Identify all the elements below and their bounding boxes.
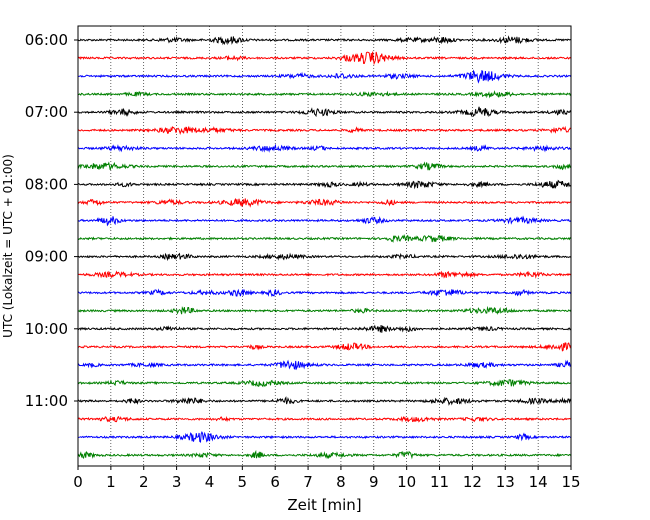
x-tick-label: 9 <box>369 473 379 491</box>
trace-1145 <box>77 449 572 460</box>
trace-1100 <box>77 396 572 406</box>
trace-1000 <box>77 324 572 333</box>
trace-0945 <box>77 305 572 315</box>
y-tick-label: 08:00 <box>25 175 68 193</box>
seismogram-traces <box>77 35 572 460</box>
x-tick-label: 3 <box>172 473 182 491</box>
x-tick-label: 6 <box>270 473 280 491</box>
x-tick-label: 8 <box>336 473 346 491</box>
trace-0845 <box>77 234 572 243</box>
trace-0645 <box>77 90 572 99</box>
x-tick-label: 10 <box>397 473 416 491</box>
trace-0815 <box>77 197 572 208</box>
trace-0800 <box>77 179 572 190</box>
trace-0715 <box>77 125 572 135</box>
trace-0700 <box>77 106 572 118</box>
trace-0630 <box>77 69 572 84</box>
y-tick-label: 09:00 <box>25 248 68 266</box>
x-tick-label: 12 <box>463 473 482 491</box>
x-tick-label: 0 <box>73 473 83 491</box>
trace-1015 <box>77 342 572 352</box>
x-tick-label: 14 <box>529 473 548 491</box>
y-tick-label: 07:00 <box>25 103 68 121</box>
trace-0830 <box>77 215 572 227</box>
x-tick-label: 5 <box>238 473 248 491</box>
y-axis: 06:00 07:00 08:00 09:00 10:00 11:00 <box>25 31 78 410</box>
trace-0615 <box>77 51 572 66</box>
y-tick-label: 11:00 <box>25 392 68 410</box>
trace-1130 <box>77 430 572 443</box>
x-tick-label: 1 <box>106 473 116 491</box>
trace-0730 <box>77 143 572 153</box>
trace-0915 <box>77 270 572 279</box>
trace-0745 <box>77 161 572 171</box>
x-tick-label: 2 <box>139 473 149 491</box>
x-tick-label: 15 <box>561 473 580 491</box>
x-axis-label: Zeit [min] <box>287 496 361 514</box>
y-tick-label: 10:00 <box>25 320 68 338</box>
x-tick-label: 11 <box>430 473 449 491</box>
trace-1115 <box>77 415 572 423</box>
x-tick-label: 13 <box>496 473 515 491</box>
trace-0930 <box>77 288 572 297</box>
y-tick-label: 06:00 <box>25 31 68 49</box>
trace-1030 <box>77 359 572 371</box>
plot-frame <box>77 25 572 467</box>
x-axis: 0 1 2 3 4 5 6 7 8 9 10 11 12 13 14 15 <box>73 466 581 491</box>
trace-0600 <box>77 35 572 46</box>
x-tick-label: 7 <box>303 473 313 491</box>
x-tick-label: 4 <box>205 473 215 491</box>
trace-1045 <box>77 378 571 388</box>
y-axis-label: UTC (Lokalzeit = UTC + 01:00) <box>1 154 15 338</box>
grid-lines <box>110 26 539 466</box>
trace-0900 <box>77 252 572 262</box>
